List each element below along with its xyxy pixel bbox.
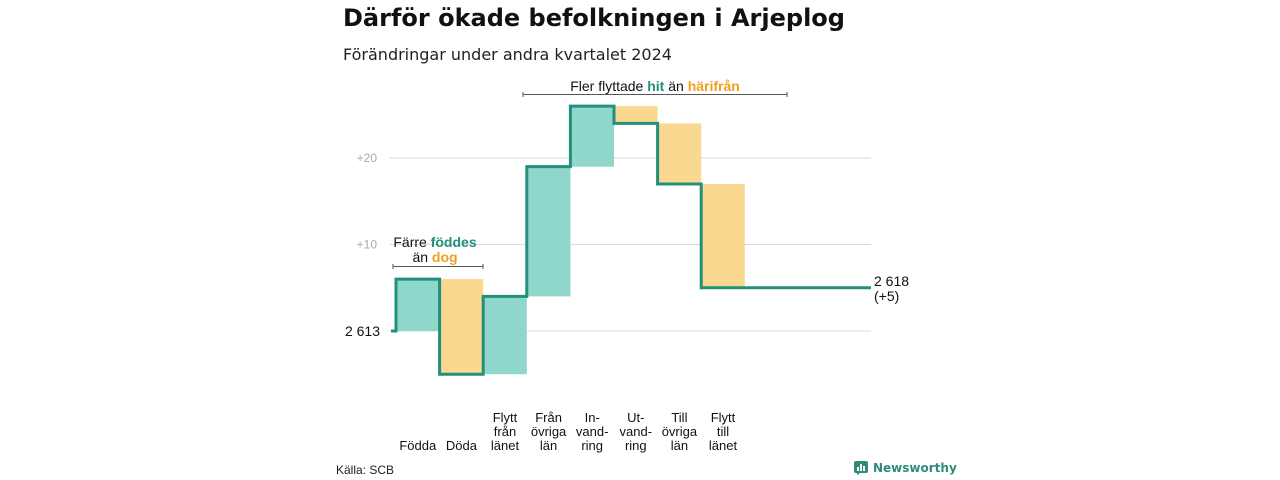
brand-logo: Newsworthy [854,461,957,475]
category-label: Födda [399,438,437,453]
annotation-births-deaths: Färre föddes än dog [392,234,484,269]
bar-increase [483,296,527,375]
bar-increase [570,106,614,167]
svg-text:Fler flyttade hit än härifrån: Fler flyttade hit än härifrån [570,78,740,94]
annotation-left-bracket [392,264,484,269]
annotation-top-part1: Fler flyttade [570,78,647,94]
category-label: till [717,424,729,439]
annotation-left-part3: än [412,249,431,265]
category-label: vand- [620,424,653,439]
bar-decrease [439,279,484,375]
category-label: län [671,438,688,453]
category-label: län [540,438,557,453]
category-label: länet [491,438,520,453]
y-tick-label: +20 [357,151,378,165]
category-label: Från [535,410,562,425]
category-label: övriga [662,424,698,439]
end-value-label: 2 618 [874,273,909,289]
category-label: vand- [576,424,609,439]
newsworthy-logo-icon [854,461,868,475]
annotation-left-part2: föddes [431,234,477,250]
label-layer: Födda DödaFlyttfrånlänetFrånövrigalänIn-v… [345,273,909,453]
category-label: länet [709,438,738,453]
chart-subtitle: Förändringar under andra kvartalet 2024 [343,45,672,64]
annotation-top-part2: hit [647,78,664,94]
category-label: Flytt [493,410,518,425]
category-label: ring [625,438,647,453]
bar-decrease [701,183,745,288]
annotation-migration: Fler flyttade hit än härifrån [522,78,788,97]
brand-name: Newsworthy [873,461,957,475]
category-label: In- [585,410,600,425]
category-label: Döda [446,438,478,453]
bar-increase [526,166,571,297]
annotation-top-bracket [522,92,788,97]
category-label: ring [581,438,603,453]
category-label: från [494,424,516,439]
annotation-left-part4: dog [432,249,458,265]
source-note: Källa: SCB [336,463,395,477]
step-line [391,104,871,376]
bar-decrease [657,123,702,184]
annotation-left-part1: Färre [393,234,430,250]
chart-title: Därför ökade befolkningen i Arjeplog [343,4,845,32]
annotation-top-part4: härifrån [688,78,740,94]
bar-increase [396,279,440,331]
bar-decrease [614,106,658,124]
category-label: Flytt [711,410,736,425]
bar-layer [396,106,745,375]
end-change-label: (+5) [874,288,899,304]
annotation-top-part3: än [664,78,687,94]
y-tick-label: +10 [357,238,378,252]
category-label: Ut- [627,410,644,425]
svg-text:än dog: än dog [412,249,457,265]
category-label: övriga [531,424,567,439]
svg-text:Färre föddes: Färre föddes [393,234,476,250]
category-label: Till [671,410,687,425]
start-value-label: 2 613 [345,323,380,339]
